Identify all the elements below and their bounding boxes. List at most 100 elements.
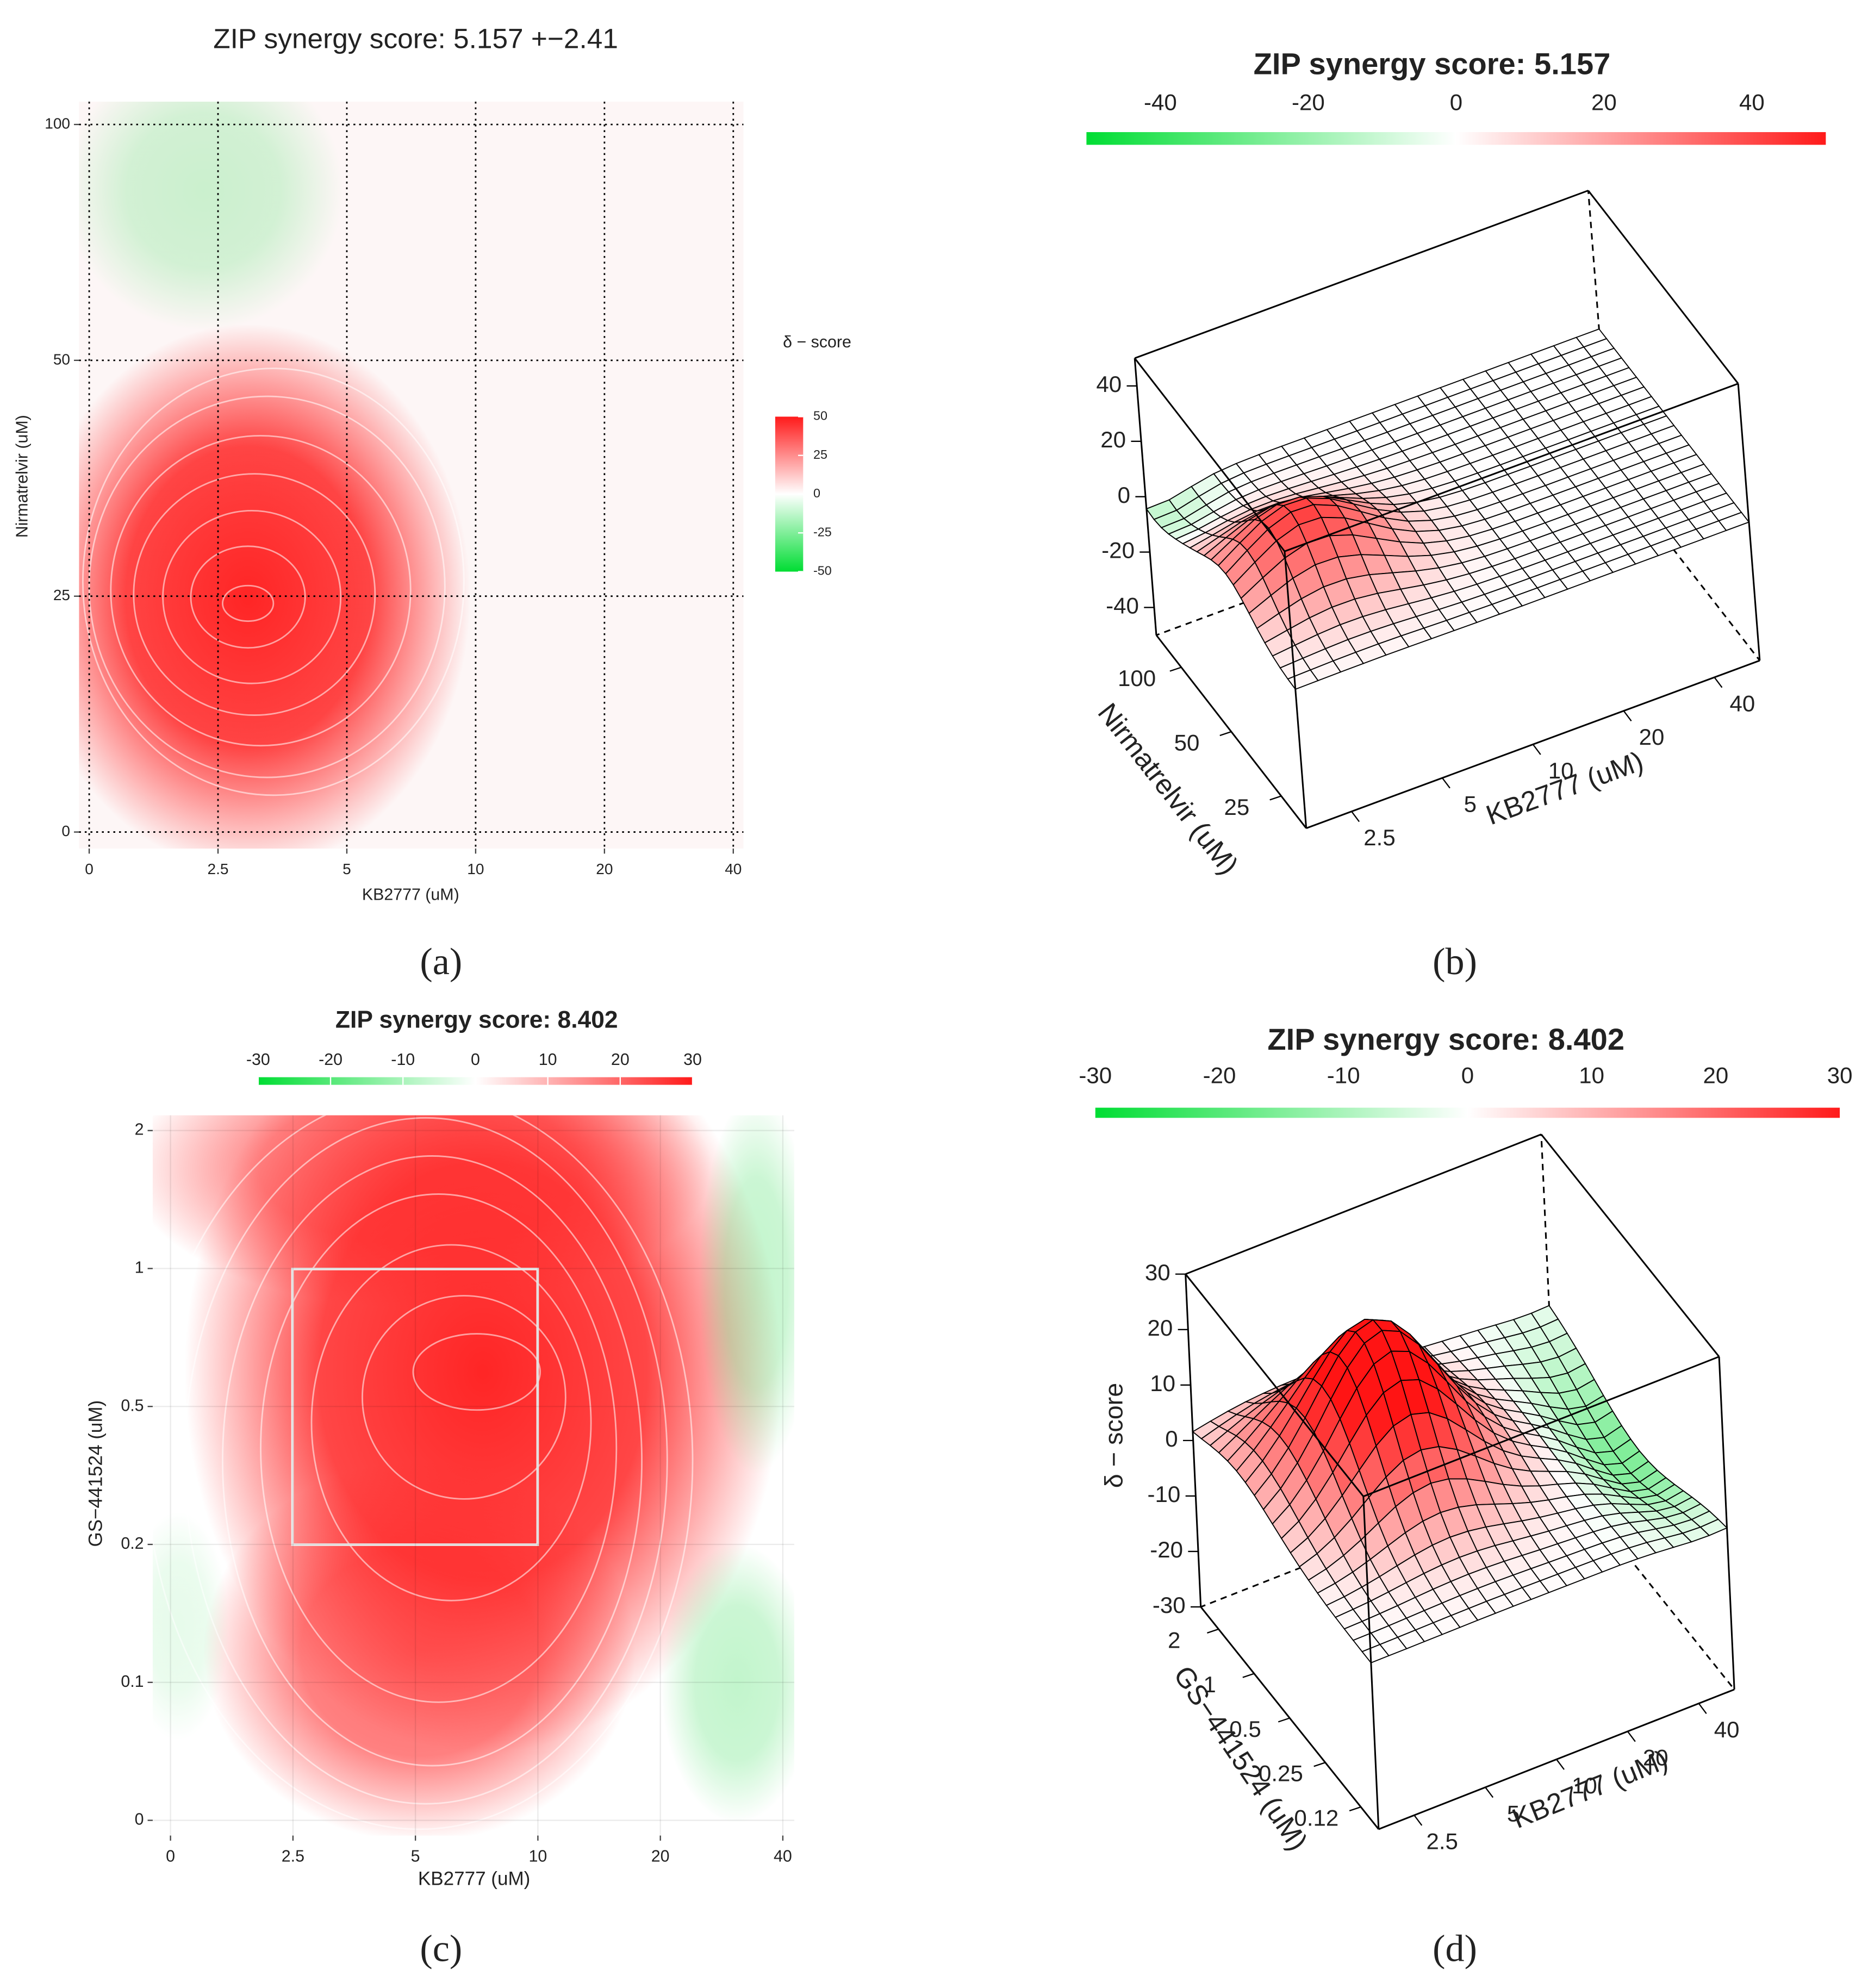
colorbar-tick-label: 0 — [471, 1051, 480, 1069]
z-tick-label: 0 — [1118, 482, 1130, 508]
colorbar-tick-label: 40 — [1739, 90, 1765, 115]
box-edge — [1363, 1356, 1720, 1498]
y-tick — [1242, 1673, 1255, 1678]
z-tick-label: 40 — [1096, 371, 1122, 397]
colorbar-tick-label: 20 — [1703, 1063, 1728, 1088]
x-tick — [1351, 811, 1360, 822]
y-axis-label: Nirmatrelvir (uM) — [1092, 697, 1244, 880]
heat-region — [203, 1461, 636, 1836]
colorbar-tick-label: -10 — [1327, 1063, 1360, 1088]
z-tick-label: 30 — [1145, 1260, 1170, 1285]
x-tick-label: 10 — [529, 1847, 547, 1865]
x-tick-label: 40 — [1714, 1717, 1740, 1742]
x-tick-label: 20 — [1639, 724, 1665, 750]
surface — [1192, 1305, 1728, 1663]
x-tick-label: 20 — [596, 861, 613, 877]
colorbar — [1086, 132, 1826, 145]
y-tick-label: 50 — [53, 351, 70, 367]
colorbar-tick-label: -20 — [1203, 1063, 1236, 1088]
surface — [1145, 328, 1750, 690]
panel-label: (a) — [420, 941, 462, 983]
box-edge — [1362, 1496, 1380, 1829]
contour-line — [82, 367, 465, 796]
x-tick-label: 20 — [1643, 1744, 1668, 1770]
z-axis-label: δ − score — [1099, 1383, 1128, 1488]
y-tick-label: 1 — [1203, 1672, 1216, 1697]
colorbar — [1095, 1107, 1840, 1118]
colorbar-tick-label: 25 — [813, 447, 827, 462]
contour-line — [222, 584, 275, 622]
box-edge — [1185, 1133, 1542, 1275]
contour-line — [362, 1295, 566, 1500]
colorbar-tick-label: 20 — [1591, 90, 1617, 115]
colorbar-title: δ − score — [783, 333, 851, 351]
y-tick-label: 25 — [1224, 794, 1250, 820]
y-tick-label: 0.5 — [1229, 1716, 1261, 1742]
y-tick — [1313, 1762, 1326, 1767]
box-edge — [1284, 551, 1307, 828]
x-tick-label: 5 — [343, 861, 351, 877]
y-tick — [1269, 795, 1282, 801]
y-tick — [1278, 1717, 1290, 1723]
z-tick-label: -20 — [1150, 1537, 1183, 1562]
z-tick-label: -30 — [1153, 1592, 1186, 1618]
box-edge — [1587, 190, 1739, 384]
x-tick-label: 2.5 — [282, 1847, 304, 1865]
y-tick — [1169, 666, 1182, 672]
y-tick — [1219, 731, 1232, 737]
colorbar-tick-label: 30 — [683, 1051, 702, 1069]
colorbar-tick-label: -40 — [1144, 90, 1177, 115]
x-tick-label: 5 — [411, 1847, 420, 1865]
x-tick-label: 5 — [1507, 1800, 1520, 1826]
colorbar-tick-label: 10 — [1579, 1063, 1604, 1088]
panel-label: (c) — [420, 1928, 462, 1970]
contour-line — [162, 509, 342, 684]
colorbar-tick-label: 10 — [539, 1051, 557, 1069]
colorbar-tick-label: -25 — [813, 525, 832, 539]
y-tick-label: 100 — [1118, 665, 1156, 691]
colorbar-tick-label: 50 — [813, 409, 827, 423]
x-axis-label: KB2777 (uM) — [1508, 1743, 1672, 1834]
x-tick-label: 0 — [166, 1847, 175, 1865]
panel-title: ZIP synergy score: 5.157 +−2.41 — [213, 22, 618, 54]
y-tick-label: 2 — [1168, 1627, 1180, 1653]
y-tick-label: 100 — [45, 115, 70, 132]
y-tick — [1207, 1628, 1219, 1634]
z-tick-label: -40 — [1106, 593, 1139, 619]
x-tick — [1714, 677, 1723, 688]
x-tick-label: 40 — [1729, 690, 1755, 716]
x-tick-label: 20 — [651, 1847, 670, 1865]
colorbar-tick-label: 0 — [1450, 90, 1462, 115]
x-tick-label: 2.5 — [1426, 1829, 1458, 1854]
heat-region — [79, 324, 470, 849]
x-tick-label: 40 — [725, 861, 742, 877]
x-tick-label: 10 — [467, 861, 484, 877]
y-tick-label: 0.1 — [121, 1673, 144, 1691]
box-edge — [1718, 1356, 1735, 1690]
x-tick-label: 10 — [1572, 1773, 1597, 1798]
z-tick-label: 20 — [1148, 1315, 1173, 1341]
x-tick — [1414, 1815, 1423, 1826]
contour-line — [412, 1333, 541, 1411]
x-tick — [1627, 1731, 1636, 1742]
box-edge — [1284, 383, 1739, 552]
x-tick — [1698, 1703, 1707, 1714]
box-edge — [1134, 190, 1589, 359]
colorbar-tick-label: -50 — [813, 564, 832, 578]
panel-label: (b) — [1433, 941, 1477, 983]
heat-region — [699, 1115, 794, 1474]
contour-line — [152, 1115, 694, 1830]
y-tick-label: 0.25 — [1259, 1761, 1303, 1786]
heat-region — [152, 1115, 712, 1308]
z-tick-label: 10 — [1150, 1370, 1175, 1396]
box-edge — [1134, 358, 1286, 552]
z-tick-label: -20 — [1101, 538, 1135, 563]
colorbar-tick-label: -20 — [1292, 90, 1325, 115]
highlight-box — [291, 1268, 539, 1546]
contour-line — [110, 435, 412, 747]
panel-title: ZIP synergy score: 5.157 — [1254, 46, 1611, 80]
y-tick-label: 0 — [61, 822, 70, 839]
colorbar-tick-label: 0 — [1461, 1063, 1474, 1088]
colorbar-tick-label: -20 — [319, 1051, 343, 1069]
colorbar-tick-label: -30 — [1079, 1063, 1112, 1088]
